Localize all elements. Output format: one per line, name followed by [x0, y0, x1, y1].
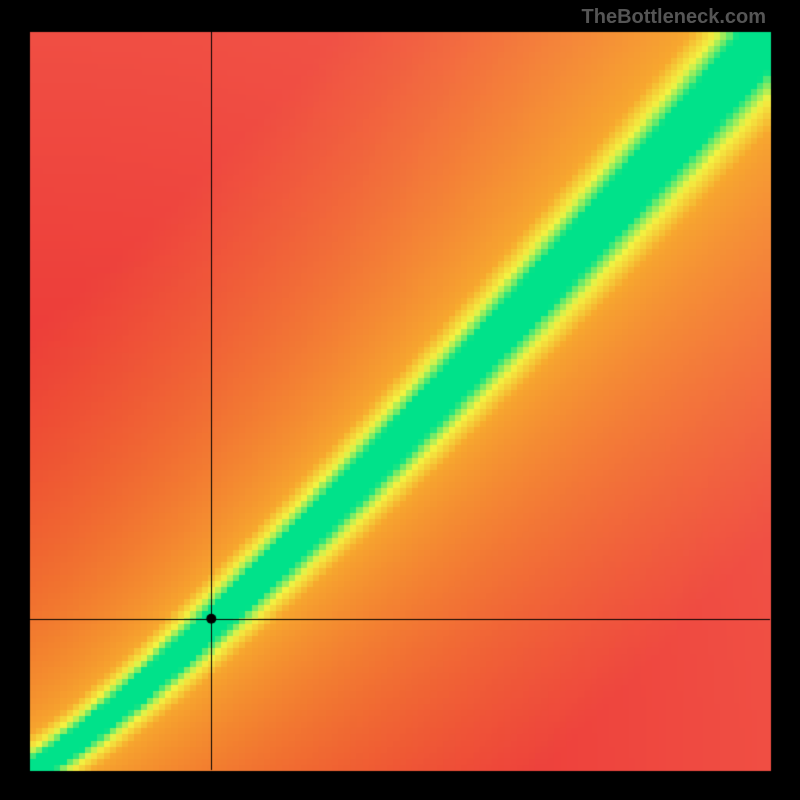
- bottleneck-heatmap: [0, 0, 800, 800]
- watermark-text: TheBottleneck.com: [582, 6, 766, 29]
